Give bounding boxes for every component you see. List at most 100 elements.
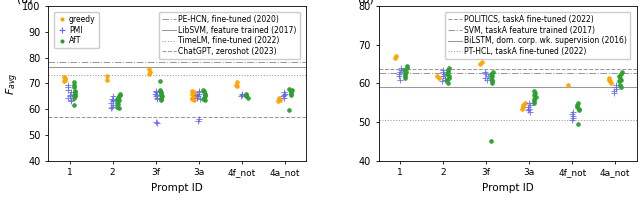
Point xyxy=(616,86,626,89)
Point xyxy=(193,95,204,98)
Point xyxy=(390,55,401,58)
Point xyxy=(440,78,450,81)
Point xyxy=(108,98,118,102)
Point xyxy=(567,118,577,122)
Point xyxy=(195,97,205,101)
Point xyxy=(487,80,497,83)
Point xyxy=(231,83,241,86)
Point xyxy=(150,89,161,93)
Point xyxy=(400,72,410,75)
Point xyxy=(106,101,116,104)
Point xyxy=(486,72,496,75)
Point xyxy=(573,122,583,126)
Point xyxy=(440,76,450,79)
Point xyxy=(574,109,584,112)
Point xyxy=(150,92,160,95)
Point xyxy=(69,104,79,107)
Point xyxy=(394,70,404,74)
Point xyxy=(524,109,534,112)
Point xyxy=(487,74,497,77)
Point xyxy=(438,68,448,71)
Point xyxy=(394,72,404,75)
Point xyxy=(400,74,410,77)
Point xyxy=(63,83,74,86)
Point xyxy=(200,98,210,102)
Point xyxy=(114,95,124,98)
Point xyxy=(236,95,246,98)
Point xyxy=(485,140,495,143)
Point xyxy=(69,83,79,86)
Point xyxy=(198,97,208,101)
Point xyxy=(524,101,534,104)
Point xyxy=(69,86,79,89)
Point xyxy=(487,78,497,81)
Point xyxy=(273,100,284,103)
Point xyxy=(605,80,616,83)
Point xyxy=(151,95,161,98)
Point xyxy=(609,91,620,95)
Point xyxy=(483,74,493,77)
Point xyxy=(102,78,112,81)
Point xyxy=(480,70,490,74)
Point xyxy=(237,92,247,95)
Point xyxy=(609,89,619,93)
Point xyxy=(285,91,296,94)
Point xyxy=(65,100,76,103)
Point xyxy=(156,92,166,95)
Point xyxy=(113,96,123,99)
Point xyxy=(399,76,410,79)
Point xyxy=(284,109,294,112)
Point xyxy=(189,95,199,98)
Point xyxy=(611,84,621,87)
Point xyxy=(70,92,80,95)
Point xyxy=(438,72,449,75)
Point xyxy=(69,81,79,84)
Point xyxy=(151,120,161,124)
Legend: POLITICS, taskA fine-tuned (2022), SVM, taskA feature trained (2017), BiLSTM, do: POLITICS, taskA fine-tuned (2022), SVM, … xyxy=(445,12,630,59)
Point xyxy=(401,70,411,74)
Point xyxy=(444,74,454,77)
Point xyxy=(106,106,116,110)
Point xyxy=(194,118,204,121)
Point xyxy=(525,111,535,114)
Point xyxy=(195,92,205,95)
Point xyxy=(531,95,541,99)
Point xyxy=(63,96,73,99)
Point xyxy=(523,105,533,108)
Point xyxy=(274,97,284,101)
Point xyxy=(280,92,291,95)
Y-axis label: $F_{avg}$: $F_{avg}$ xyxy=(4,72,20,95)
Point xyxy=(186,97,196,101)
Point xyxy=(58,75,68,79)
Point xyxy=(111,105,122,108)
Point xyxy=(152,96,162,99)
Point xyxy=(287,88,297,91)
Point xyxy=(60,78,70,81)
Point xyxy=(106,105,116,108)
X-axis label: Prompt ID: Prompt ID xyxy=(482,183,534,193)
Point xyxy=(401,64,412,68)
Point xyxy=(152,97,162,101)
Point xyxy=(394,74,404,77)
Point xyxy=(200,95,211,98)
Point xyxy=(278,95,289,98)
Point xyxy=(69,93,79,97)
Point xyxy=(574,107,584,110)
Point xyxy=(481,72,492,75)
Point xyxy=(444,76,454,79)
Point xyxy=(284,87,294,90)
Point xyxy=(279,96,289,99)
Point xyxy=(156,91,166,94)
Point xyxy=(402,66,412,70)
Point xyxy=(443,68,453,71)
Point xyxy=(69,89,79,93)
Point xyxy=(444,66,454,70)
Point xyxy=(475,62,485,66)
Point xyxy=(198,89,209,93)
Point xyxy=(237,93,247,97)
Point xyxy=(529,99,540,102)
Point xyxy=(438,70,448,74)
Point xyxy=(286,93,296,97)
Point xyxy=(155,79,165,82)
Point xyxy=(517,107,527,110)
